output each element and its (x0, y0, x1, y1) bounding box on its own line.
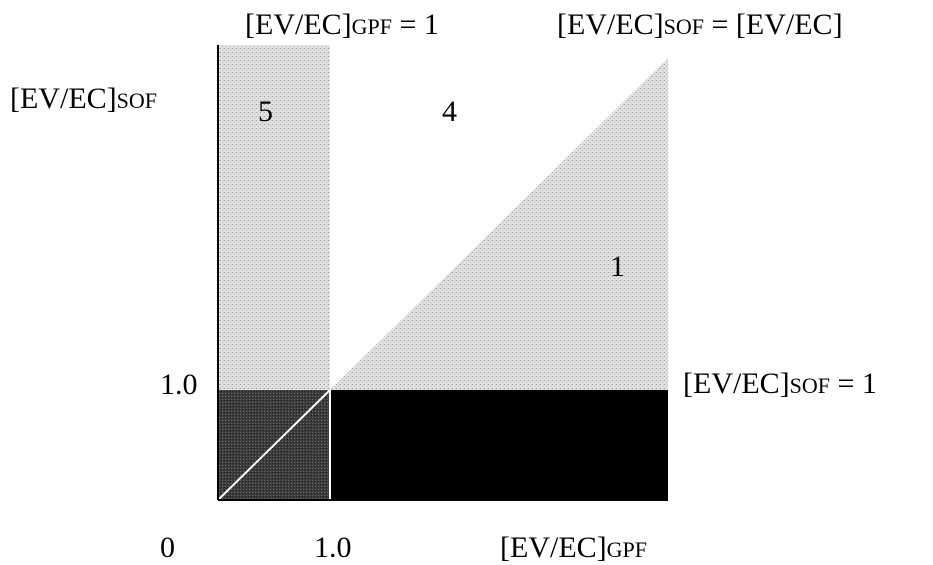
label-sof-equals-ratio: [EV/EC]SOF = [EV/EC] (557, 8, 843, 41)
black-band (330, 390, 668, 500)
label-sof-equals-one: [EV/EC]SOF = 1 (683, 367, 877, 400)
region-5-area (218, 45, 330, 390)
label-gpf-equals-one: [EV/EC]GPF = 1 (245, 8, 439, 41)
corner-diagonal-line (217, 389, 331, 501)
region-1-area (330, 58, 668, 390)
x-axis-label: [EV/EC]GPF (500, 531, 647, 564)
x-tick-zero: 0 (160, 531, 175, 564)
region-1-label: 1 (610, 250, 625, 283)
region-4-label: 4 (442, 95, 457, 128)
y-axis-label: [EV/EC]SOF (10, 82, 157, 115)
x-tick-one: 1.0 (314, 531, 352, 564)
y-tick-one: 1.0 (160, 368, 198, 401)
region-5-label: 5 (258, 95, 273, 128)
